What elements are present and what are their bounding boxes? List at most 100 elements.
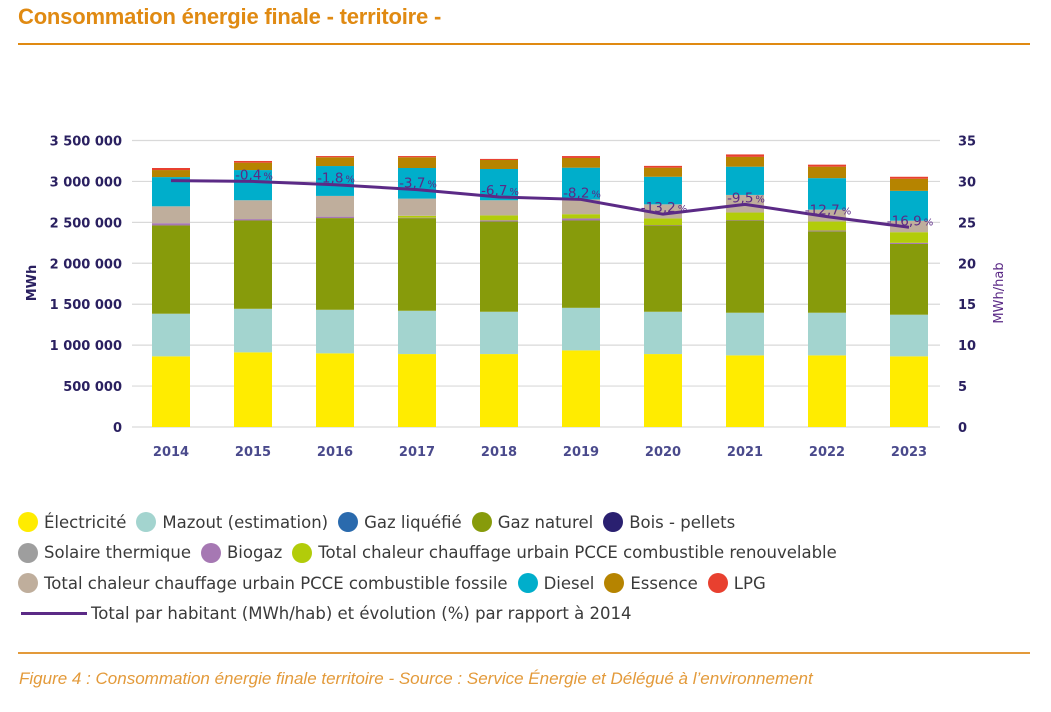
bar-segment xyxy=(726,220,764,313)
bar-segment xyxy=(234,220,272,309)
legend-swatch-icon xyxy=(200,542,221,563)
y-axis-label: MWh xyxy=(25,265,40,302)
legend-swatch-icon xyxy=(136,512,157,533)
title-divider xyxy=(18,43,1030,45)
y2-tick-label: 15 xyxy=(958,298,976,313)
bar-segment xyxy=(808,221,846,231)
legend-swatch-icon xyxy=(18,542,38,563)
bar-segment xyxy=(562,350,600,427)
bar-segment xyxy=(562,218,600,221)
bar-segment xyxy=(808,355,846,427)
bar-segment xyxy=(398,198,436,216)
y2-tick-label: 20 xyxy=(958,257,976,272)
bar-segment xyxy=(234,219,272,221)
legend-swatch-icon xyxy=(707,573,728,594)
line-data-label: -9,5% xyxy=(727,190,765,206)
bar-stack-2014 xyxy=(152,168,190,427)
bar-segment xyxy=(808,166,846,179)
line-data-label: -3,7% xyxy=(399,176,437,192)
legend-label: Gaz liquéfié xyxy=(364,512,462,532)
bar-segment xyxy=(316,216,354,219)
legend-swatch-icon xyxy=(18,512,38,533)
bar-segment xyxy=(480,159,518,169)
line-data-label: -12,7% xyxy=(805,203,851,219)
right-axis-ticks: 0 5 10 15 20 25 30 35 xyxy=(958,135,976,437)
bar-segment xyxy=(726,312,764,356)
bar-segment xyxy=(316,309,354,354)
bar-segment xyxy=(234,162,272,171)
y2-tick-label: 10 xyxy=(958,339,976,354)
bar-segment xyxy=(890,190,928,221)
bar-stack-2017 xyxy=(398,156,436,427)
legend-row: Total chaleur chauffage urbain PCCE comb… xyxy=(18,568,1018,599)
bar-segment xyxy=(398,157,436,169)
y2-axis-label: MWh/hab xyxy=(992,262,1007,323)
bar-segment xyxy=(890,243,928,315)
legend-label: Diesel xyxy=(543,573,595,593)
legend-label: Total chaleur chauffage urbain PCCE comb… xyxy=(44,573,508,593)
bar-stack-2018 xyxy=(480,158,518,427)
x-axis-ticks: 2014 2015 2016 2017 2018 2019 2020 2021 2022 2023 xyxy=(153,445,927,460)
y2-tick-label: 25 xyxy=(958,216,976,231)
y2-tick-label: 30 xyxy=(958,175,976,190)
x-tick-label: 2023 xyxy=(891,445,927,460)
legend-item: Gaz naturel xyxy=(471,512,594,533)
x-tick-label: 2015 xyxy=(235,445,271,460)
figure-caption: Figure 4 : Consommation énergie finale t… xyxy=(19,669,813,688)
legend-label: LPG xyxy=(733,573,766,593)
legend-label: Total chaleur chauffage urbain PCCE comb… xyxy=(318,543,837,563)
line-path xyxy=(170,179,910,229)
bar-segment xyxy=(562,307,600,351)
legend-label: Total par habitant (MWh/hab) et évolutio… xyxy=(91,604,632,624)
line-data-label: -6,7% xyxy=(481,183,519,199)
page-title: Consommation énergie finale - territoire… xyxy=(18,4,442,29)
bar-segment xyxy=(808,164,846,167)
bar-segment xyxy=(808,231,846,313)
bar-segment xyxy=(152,313,190,357)
bar-segment xyxy=(726,212,764,221)
bar-segment xyxy=(480,354,518,427)
legend-swatch-icon xyxy=(604,573,625,594)
bar-stack-2020 xyxy=(644,165,682,427)
legend-item: Essence xyxy=(604,573,698,594)
bar-stack-2016 xyxy=(316,156,354,427)
bar-segment xyxy=(808,178,846,210)
bars xyxy=(152,154,928,427)
caption-divider xyxy=(18,652,1030,654)
y2-tick-label: 5 xyxy=(958,380,967,395)
bar-segment xyxy=(726,154,764,157)
bar-segment xyxy=(234,308,272,353)
bar-segment xyxy=(480,200,518,216)
legend-label: Gaz naturel xyxy=(497,512,594,532)
legend-swatch-icon xyxy=(292,542,313,563)
y-tick-label: 0 xyxy=(113,421,122,436)
legend-label: Électricité xyxy=(44,512,127,532)
line-data-label: -8,2% xyxy=(563,185,601,201)
legend-row: Total par habitant (MWh/hab) et évolutio… xyxy=(18,599,1018,630)
x-tick-label: 2020 xyxy=(645,445,681,460)
bar-segment xyxy=(152,168,190,171)
legend-item: Diesel xyxy=(517,573,595,594)
bar-segment xyxy=(644,204,682,219)
legend-item: Bois - pellets xyxy=(603,512,735,533)
bar-segment xyxy=(808,230,846,232)
bar-segment xyxy=(398,218,436,311)
bar-segment xyxy=(152,170,190,178)
bar-segment xyxy=(316,195,354,217)
legend-item: Électricité xyxy=(18,512,127,533)
bar-segment xyxy=(644,225,682,226)
legend-item: Mazout (estimation) xyxy=(136,512,328,533)
bar-segment xyxy=(152,356,190,427)
bar-segment xyxy=(644,167,682,177)
y-tick-label: 3 000 000 xyxy=(50,175,122,190)
bar-segment xyxy=(562,156,600,158)
bar-segment xyxy=(644,218,682,226)
bar-segment xyxy=(316,353,354,427)
legend-label: Essence xyxy=(630,573,698,593)
x-tick-label: 2016 xyxy=(317,445,353,460)
bar-segment xyxy=(726,220,764,221)
bar-segment xyxy=(644,225,682,312)
bar-segment xyxy=(234,170,272,201)
bar-stack-2019 xyxy=(562,156,600,427)
bar-segment xyxy=(562,157,600,168)
